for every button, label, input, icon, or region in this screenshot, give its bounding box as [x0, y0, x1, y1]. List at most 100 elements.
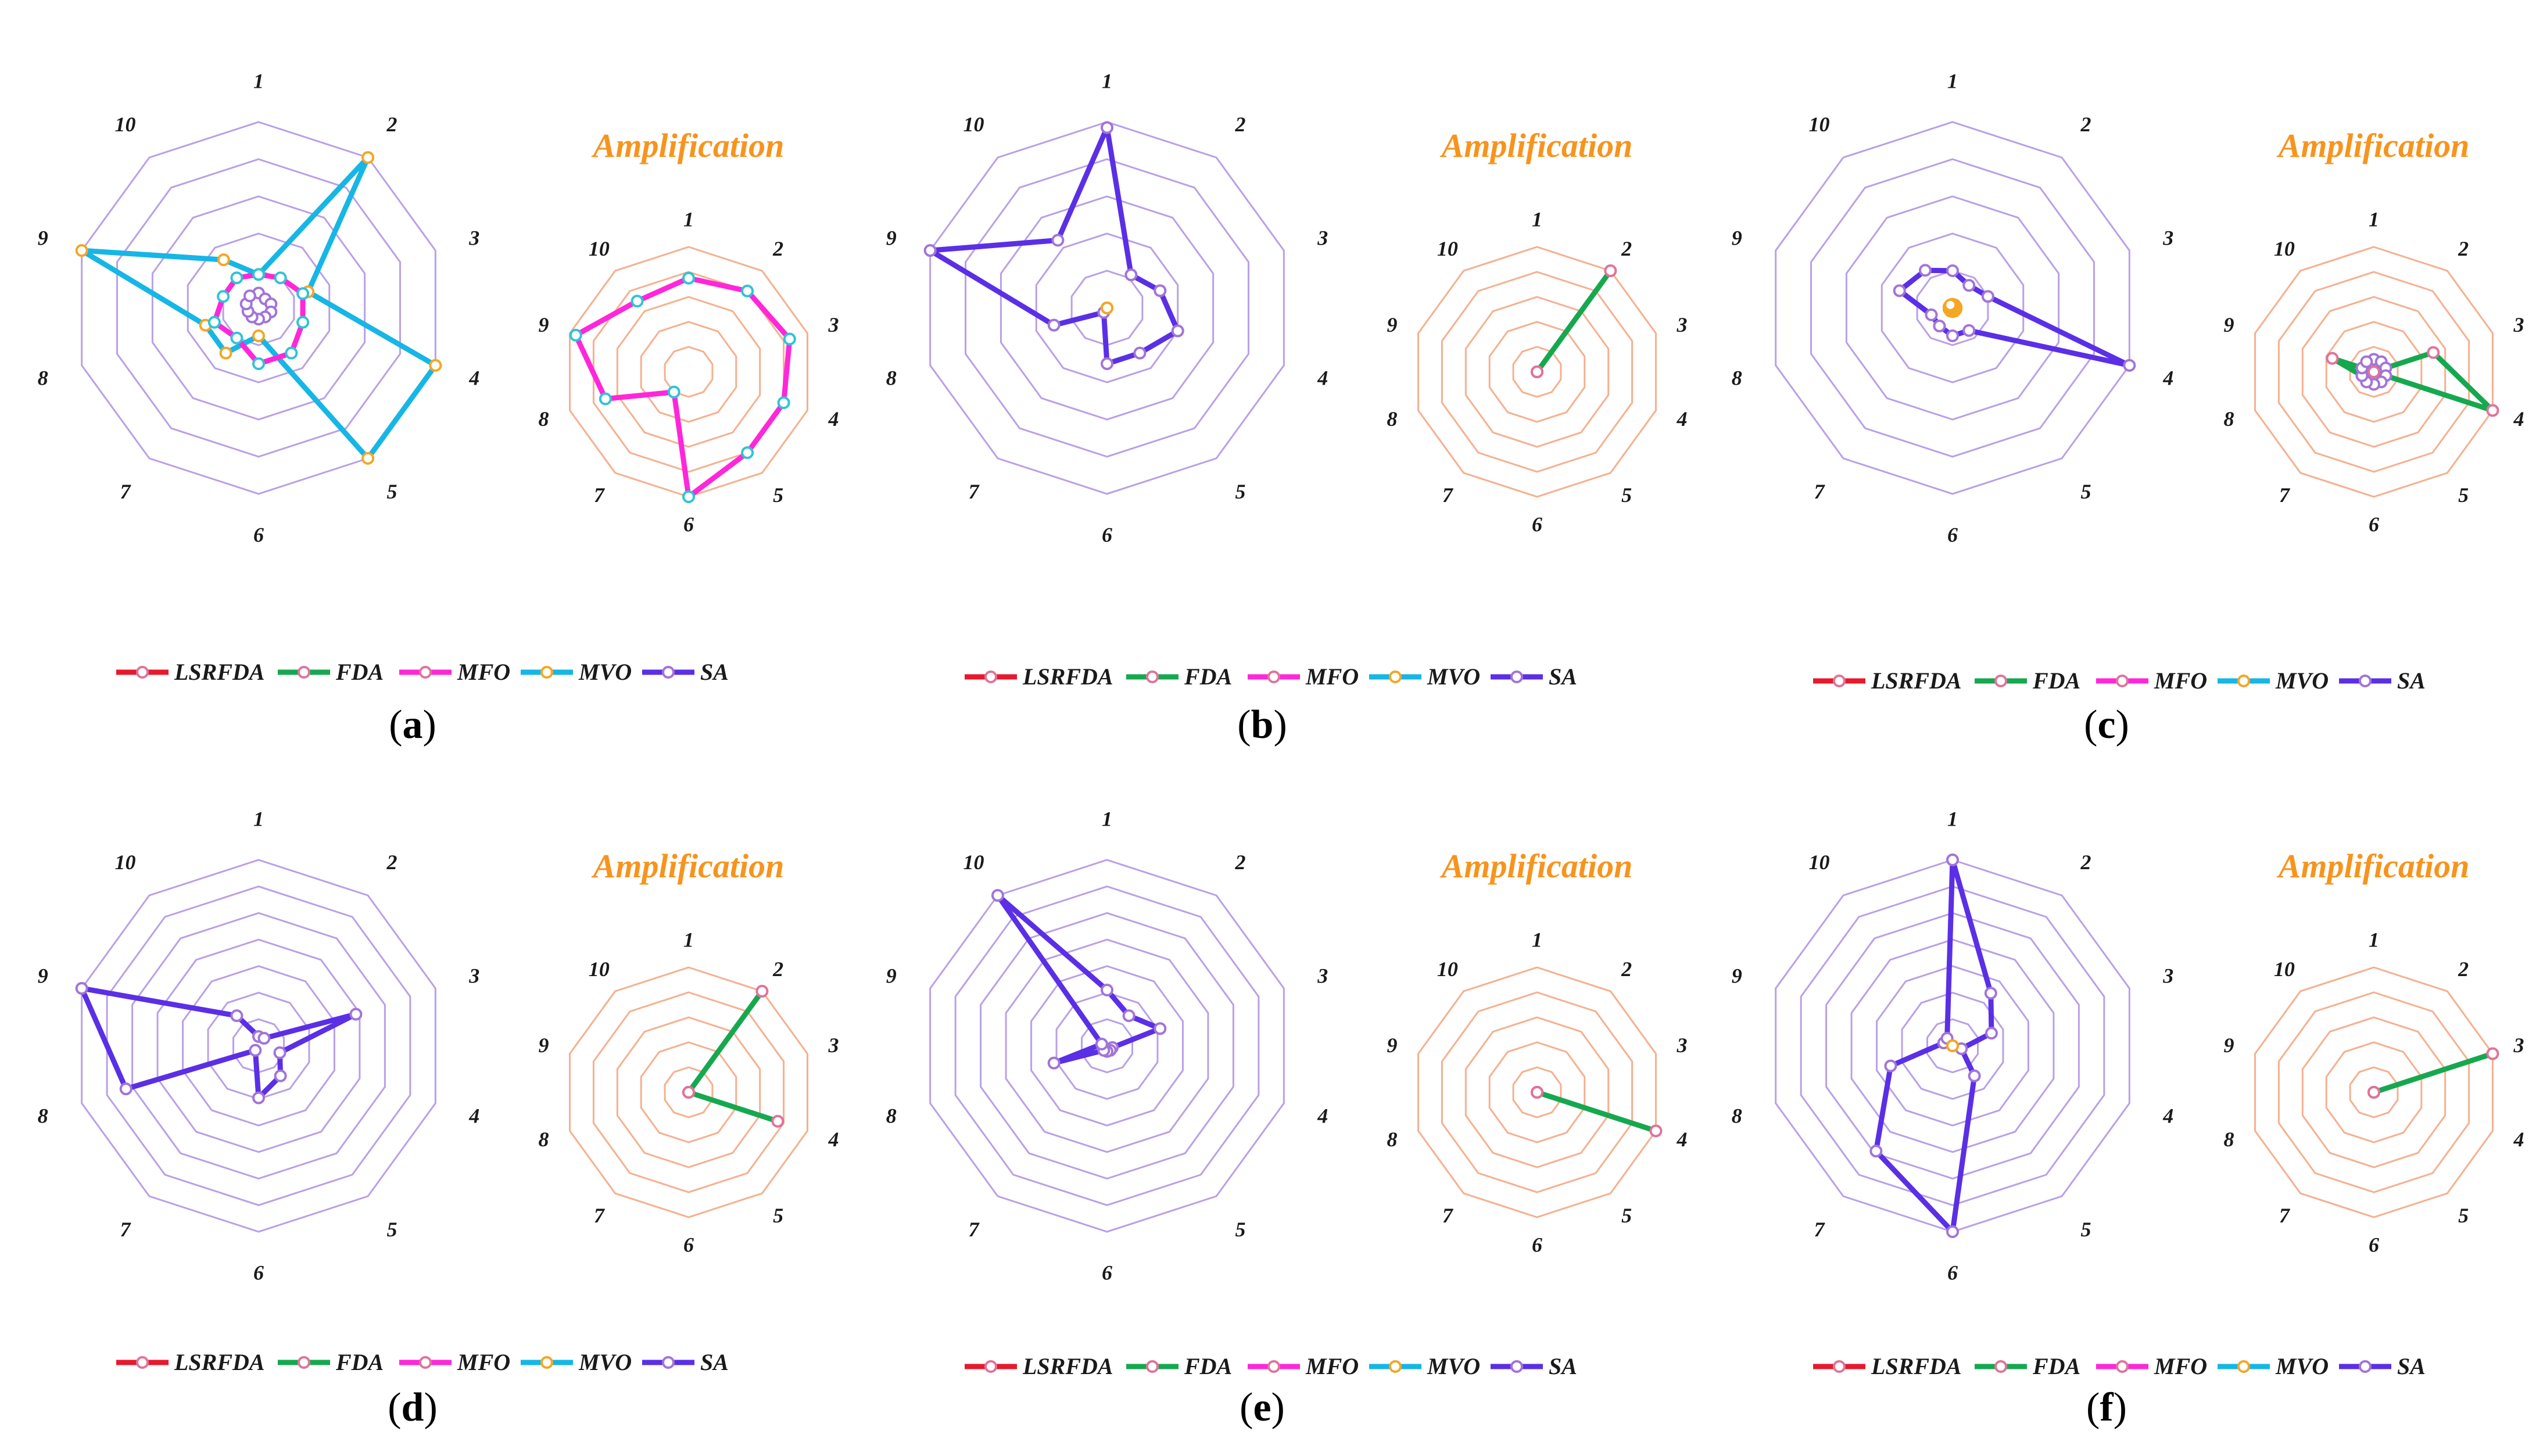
- main-axis-label: 4: [2162, 367, 2173, 390]
- legend-label-MFO: MFO: [457, 1349, 510, 1375]
- legend: LSRFDA FDA MFO MVO SA: [116, 1349, 729, 1375]
- amp-axis-label: 10: [1437, 237, 1458, 260]
- panel-label: (a): [389, 702, 436, 747]
- main-point-SA: [1154, 1022, 1167, 1035]
- main-axis-label: 1: [1947, 70, 1958, 93]
- main-axis-label: 8: [38, 1104, 48, 1128]
- amp-grid-ring: [1417, 966, 1657, 1218]
- amp-axis-label: 5: [1621, 1204, 1632, 1227]
- main-grid-ring: [1810, 158, 2095, 458]
- amp-point-FDA: [2486, 1047, 2499, 1060]
- main-axis-label: 7: [1814, 480, 1826, 503]
- main-axis-label: 6: [1947, 523, 1958, 546]
- main-point-SA: [1962, 324, 1976, 337]
- amp-point-FDA: [1604, 264, 1617, 278]
- legend-label-MFO: MFO: [2154, 1353, 2207, 1379]
- main-radar: 1 2 3 4 5 6 7 8 9 10: [886, 808, 1328, 1285]
- amp-axis-label: 3: [2513, 313, 2524, 336]
- main-grid-ring: [980, 912, 1234, 1180]
- amp-grid-ring: [1441, 271, 1634, 473]
- main-point-SA: [349, 1007, 363, 1021]
- main-point-MFO: [274, 271, 287, 285]
- legend-marker-MFO: [419, 1356, 432, 1369]
- legend-label-LSRFDA: LSRFDA: [174, 659, 265, 685]
- legend-label-SA: SA: [700, 1349, 729, 1375]
- amp-grid-ring: [2254, 246, 2494, 498]
- main-grid-ring: [106, 885, 411, 1206]
- main-point-MVO: [361, 451, 375, 465]
- amp-axis-label: 4: [828, 1128, 839, 1151]
- amplification-radar: Amplification 1 2 3 4 5 6 7 8 9 10: [1387, 847, 1688, 1256]
- main-point-MFO: [217, 290, 230, 303]
- main-point-SA: [1946, 1225, 1959, 1238]
- amp-axis-label: 8: [539, 1128, 549, 1151]
- amp-axis-label: 6: [2369, 1233, 2379, 1256]
- main-grid-ring: [1800, 885, 2105, 1206]
- legend-marker-MVO: [2237, 675, 2250, 687]
- main-point-SA: [119, 1082, 132, 1096]
- panel-a: 1 2 3 4 5 6 7 8 9 10 Amplification 1 2 3 4 5 6 7 8 9 10 LSRFD…: [38, 70, 839, 747]
- legend-label-MVO: MVO: [578, 1349, 632, 1375]
- main-axis-label: 9: [886, 964, 897, 987]
- main-axis-label: 8: [1732, 367, 1742, 390]
- amp-axis-label: 7: [1442, 483, 1454, 507]
- main-axis-label: 3: [468, 964, 479, 987]
- main-point-SA: [2123, 358, 2136, 372]
- main-axis-label: 4: [468, 367, 479, 390]
- amp-axis-label: 7: [2279, 483, 2291, 507]
- amp-series-FDA: [1534, 268, 1613, 375]
- legend-label-FDA: FDA: [1184, 1353, 1232, 1379]
- amp-point-FDA: [2367, 1086, 2380, 1099]
- amp-grid-ring: [2301, 1016, 2447, 1168]
- amp-grid-ring: [664, 346, 714, 398]
- legend-label-LSRFDA: LSRFDA: [1871, 1353, 1962, 1379]
- main-point-SA: [1946, 264, 1959, 277]
- main-grid-ring: [1926, 1018, 1979, 1074]
- main-point-SA: [1124, 268, 1138, 282]
- amp-point-MFO: [741, 446, 754, 460]
- main-point-MVO: [1946, 1039, 1959, 1052]
- main-point-SA: [1869, 1145, 1883, 1158]
- amp-axis-label: 9: [2224, 1034, 2234, 1057]
- main-point-SA: [1122, 1009, 1136, 1023]
- amp-grid-ring: [2277, 991, 2470, 1193]
- main-series-SA: [79, 985, 359, 1101]
- main-axis-label: 9: [38, 226, 48, 249]
- legend-label-FDA: FDA: [335, 659, 384, 685]
- amp-grid-ring: [592, 991, 785, 1193]
- main-grid-ring: [1876, 965, 2029, 1127]
- legend-marker-MFO: [419, 666, 432, 679]
- amp-point-SA: [2360, 355, 2373, 368]
- amp-axis-label: 7: [594, 483, 606, 507]
- amp-axis-label: 9: [539, 313, 549, 336]
- amp-axis-label: 2: [2458, 957, 2469, 981]
- main-grid-ring: [1880, 232, 2025, 383]
- legend-marker-LSRFDA: [984, 1360, 997, 1373]
- main-grid-ring: [1775, 121, 2130, 495]
- amp-point-FDA: [1531, 1086, 1543, 1099]
- legend-marker-MFO: [2116, 1360, 2129, 1373]
- main-axis-label: 2: [1234, 113, 1245, 136]
- main-grid-ring: [965, 158, 1249, 458]
- amplification-title: Amplification: [2277, 127, 2470, 164]
- amp-axis-label: 1: [683, 208, 694, 231]
- legend-marker-LSRFDA: [984, 670, 997, 683]
- main-axis-label: 8: [886, 1104, 897, 1128]
- main-axis-label: 6: [1947, 1261, 1958, 1284]
- legend-marker-SA: [662, 1356, 675, 1369]
- main-axis-label: 5: [2080, 480, 2091, 503]
- main-point-MVO: [217, 253, 230, 267]
- main-point-SA: [923, 244, 937, 257]
- main-point-SA: [1095, 1038, 1108, 1051]
- main-grid-ring: [954, 885, 1260, 1206]
- main-grid-ring: [929, 859, 1285, 1233]
- amp-grid-ring: [2277, 271, 2470, 473]
- amp-axis-label: 2: [772, 237, 783, 260]
- main-axis-label: 10: [963, 113, 984, 136]
- main-point-SA: [1884, 1059, 1897, 1073]
- main-axis-label: 7: [120, 1218, 132, 1241]
- amp-axis-label: 6: [1532, 1233, 1542, 1256]
- legend-marker-MFO: [2116, 675, 2129, 687]
- main-point-MVO: [219, 346, 232, 360]
- main-axis-label: 6: [253, 523, 264, 546]
